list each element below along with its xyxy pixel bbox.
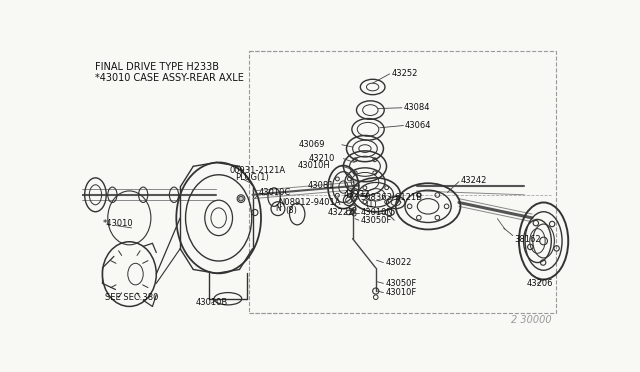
Text: 43010N: 43010N [360,208,393,217]
Text: FINAL DRIVE TYPE H233B: FINAL DRIVE TYPE H233B [95,62,220,71]
Text: 43010C: 43010C [259,188,291,197]
Text: 43206: 43206 [527,279,553,288]
Text: 43084: 43084 [403,103,430,112]
Text: (1): (1) [365,200,377,209]
Text: 43064: 43064 [405,121,431,130]
Text: 43222: 43222 [328,208,355,217]
Text: 43069: 43069 [299,140,325,149]
Text: 43010F: 43010F [386,288,417,297]
Text: 43010B: 43010B [196,298,228,307]
Text: (8): (8) [285,206,298,215]
Circle shape [239,196,243,201]
Text: 43050F: 43050F [360,216,392,225]
Text: S08363-6121B: S08363-6121B [360,193,422,202]
Text: 38162: 38162 [515,235,541,244]
Text: 43050F: 43050F [386,279,417,288]
Text: 43252: 43252 [391,68,417,78]
Text: 2 30000: 2 30000 [511,315,551,325]
Text: 43022: 43022 [386,258,412,267]
Text: 43010H: 43010H [297,161,330,170]
Text: *43010 CASE ASSY-REAR AXLE: *43010 CASE ASSY-REAR AXLE [95,73,244,83]
Text: *43010: *43010 [103,219,134,228]
Text: N: N [275,204,281,213]
Text: 00931-2121A: 00931-2121A [230,166,285,174]
Text: 43081: 43081 [308,181,335,190]
Text: N08912-9401A: N08912-9401A [278,198,340,207]
Bar [250,51,556,312]
Text: 43242: 43242 [460,176,487,185]
Text: 43210: 43210 [308,154,335,163]
Text: 43232: 43232 [344,189,370,199]
Text: PLUG(1): PLUG(1) [236,173,269,182]
Text: SEE SEC.380: SEE SEC.380 [105,293,158,302]
